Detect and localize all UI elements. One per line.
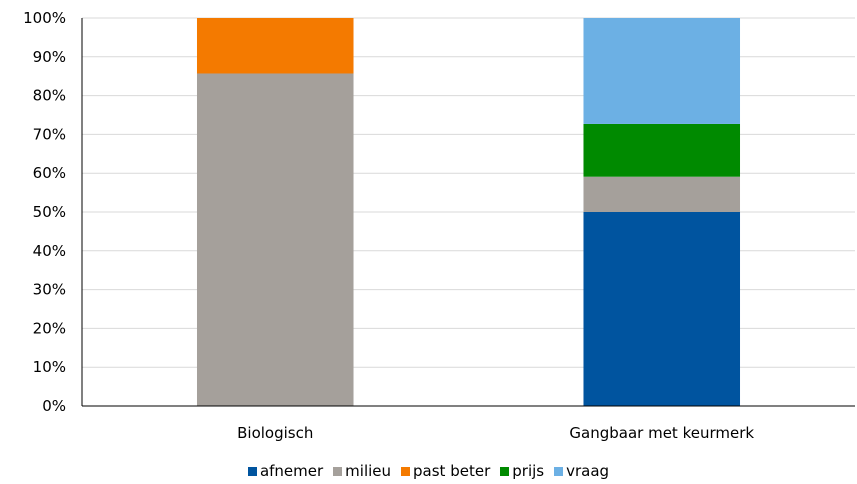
- bar-segment-past-beter: [196, 18, 354, 74]
- legend-swatch: [333, 466, 343, 476]
- y-tick-label: 90%: [33, 48, 66, 66]
- y-tick-label: 0%: [42, 397, 66, 415]
- y-tick-label: 100%: [23, 9, 66, 27]
- y-tick-label: 30%: [33, 281, 66, 299]
- bar-segment-prijs: [583, 123, 741, 177]
- legend-item: afnemer: [247, 462, 324, 480]
- legend-label: vraag: [566, 462, 610, 480]
- y-tick-label: 60%: [33, 164, 66, 182]
- x-category-label: Gangbaar met keurmerk: [569, 424, 754, 442]
- legend-swatch: [554, 466, 564, 476]
- legend-item: past beter: [401, 462, 490, 480]
- legend-label: milieu: [345, 462, 392, 480]
- y-tick-label: 20%: [33, 319, 66, 337]
- legend-label: afnemer: [259, 462, 324, 480]
- bar-segment-afnemer: [583, 212, 741, 406]
- bar-segment-vraag: [583, 18, 741, 124]
- legend-item: prijs: [500, 462, 544, 480]
- chart-legend: afnemer milieu past beter prijs vraag: [0, 462, 857, 480]
- y-tick-label: 10%: [33, 358, 66, 376]
- legend-swatch: [247, 466, 257, 476]
- legend-swatch: [401, 466, 411, 476]
- y-tick-label: 70%: [33, 125, 66, 143]
- x-category-label: Biologisch: [237, 424, 313, 442]
- y-tick-label: 40%: [33, 242, 66, 260]
- bar-segment-milieu: [583, 176, 741, 212]
- legend-swatch: [500, 466, 510, 476]
- legend-label: past beter: [413, 462, 491, 480]
- legend-label: prijs: [512, 462, 545, 480]
- y-tick-label: 50%: [33, 203, 66, 221]
- y-tick-label: 80%: [33, 87, 66, 105]
- legend-item: vraag: [554, 462, 609, 480]
- bar-segment-milieu: [196, 73, 354, 406]
- legend-item: milieu: [333, 462, 391, 480]
